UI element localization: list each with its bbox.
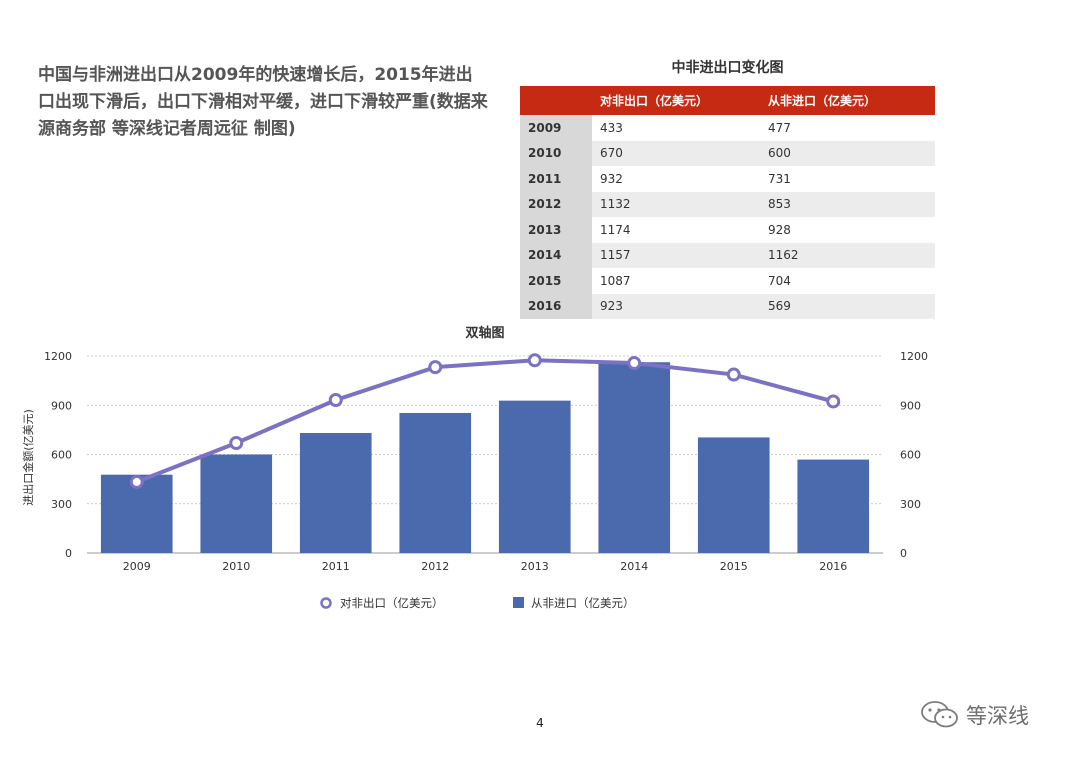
line-point <box>726 367 741 382</box>
y2-tick-label: 900 <box>900 399 921 412</box>
y2-tick-label: 300 <box>900 498 921 511</box>
legend-bar-marker <box>513 597 524 608</box>
table-value-cell: 923 <box>592 293 760 319</box>
bar <box>697 437 770 553</box>
table-value-cell: 731 <box>760 166 935 192</box>
legend-line-marker <box>320 597 332 609</box>
line-point <box>428 360 443 375</box>
table-value-cell: 1087 <box>592 268 760 294</box>
x-tick-label: 2016 <box>819 560 847 573</box>
table-value-cell: 1132 <box>592 191 760 217</box>
data-table: 对非出口（亿美元） 从非进口（亿美元） 2009 433 477 2010 670 600… <box>520 86 935 319</box>
watermark-text: 等深线 <box>966 704 1029 728</box>
table-value-cell: 569 <box>760 293 935 319</box>
table-value-cell: 853 <box>760 191 935 217</box>
table-year-cell: 2014 <box>520 242 592 268</box>
bar <box>598 362 671 553</box>
table-value-cell: 433 <box>592 115 760 141</box>
table-value-cell: 477 <box>760 115 935 141</box>
line-point <box>826 394 841 409</box>
table-value-cell: 928 <box>760 217 935 243</box>
table-year-cell: 2013 <box>520 217 592 243</box>
y-tick-label: 600 <box>51 449 72 462</box>
table-year-cell: 2011 <box>520 166 592 192</box>
line-point <box>627 356 642 371</box>
bar <box>498 400 571 553</box>
table-row: 2015 1087 704 <box>520 268 935 294</box>
y-tick-label: 1200 <box>44 350 72 363</box>
table-value-cell: 600 <box>760 140 935 166</box>
y-axis-label: 进出口金额(亿美元) <box>21 409 35 506</box>
table-year-cell: 2010 <box>520 140 592 166</box>
x-tick-label: 2012 <box>421 560 449 573</box>
line-point <box>328 392 343 407</box>
x-tick-label: 2010 <box>222 560 250 573</box>
table-row: 2012 1132 853 <box>520 191 935 217</box>
table-value-cell: 670 <box>592 140 760 166</box>
x-tick-label: 2015 <box>720 560 748 573</box>
table-row: 2013 1174 928 <box>520 217 935 243</box>
line-point <box>129 474 144 489</box>
y2-tick-label: 600 <box>900 449 921 462</box>
line-point <box>229 436 244 451</box>
table-row: 2010 670 600 <box>520 140 935 166</box>
y2-tick-label: 0 <box>900 547 907 560</box>
y-tick-label: 0 <box>65 547 72 560</box>
y-tick-label: 900 <box>51 399 72 412</box>
table-row: 2016 923 569 <box>520 293 935 319</box>
wechat-icon <box>921 701 958 728</box>
bar <box>399 412 472 553</box>
headline: 中国与非洲进出口从2009年的快速增长后，2015年进出口出现下滑后，出口下滑相… <box>38 65 488 139</box>
y-tick-label: 300 <box>51 498 72 511</box>
x-tick-label: 2013 <box>521 560 549 573</box>
table-row: 2014 1157 1162 <box>520 242 935 268</box>
table-year-cell: 2015 <box>520 268 592 294</box>
bar <box>299 432 372 553</box>
y2-tick-label: 1200 <box>900 350 928 363</box>
chart-title: 双轴图 <box>465 325 504 341</box>
legend-line-label: 对非出口（亿美元） <box>340 596 444 610</box>
table-year-cell: 2009 <box>520 115 592 141</box>
page-number: 4 <box>536 716 544 730</box>
table-year-cell: 2012 <box>520 191 592 217</box>
bar <box>797 459 870 553</box>
dual-axis-chart: 双轴图 0 300 600 900 1200 0 300 600 900 1200 进出口金额(亿美元… <box>21 325 928 610</box>
x-tick-label: 2011 <box>322 560 350 573</box>
table-value-cell: 704 <box>760 268 935 294</box>
x-tick-label: 2014 <box>620 560 648 573</box>
line-series <box>136 358 834 484</box>
table-header-row: 对非出口（亿美元） 从非进口（亿美元） <box>520 86 935 115</box>
table-header-cell: 对非出口（亿美元） <box>592 86 760 115</box>
watermark: 等深线 <box>920 700 1029 730</box>
table-row: 2011 932 731 <box>520 166 935 192</box>
legend-bar-label: 从非进口（亿美元） <box>531 596 635 610</box>
x-tick-label: 2009 <box>123 560 151 573</box>
table-title: 中非进出口变化图 <box>671 60 784 76</box>
table-year-cell: 2016 <box>520 293 592 319</box>
table-header-cell <box>520 86 592 115</box>
table-row: 2009 433 477 <box>520 115 935 141</box>
table-value-cell: 932 <box>592 166 760 192</box>
table-value-cell: 1174 <box>592 217 760 243</box>
bar <box>200 454 273 553</box>
line-point <box>527 353 542 368</box>
table-header-cell: 从非进口（亿美元） <box>760 86 935 115</box>
table-value-cell: 1162 <box>760 242 935 268</box>
table-value-cell: 1157 <box>592 242 760 268</box>
